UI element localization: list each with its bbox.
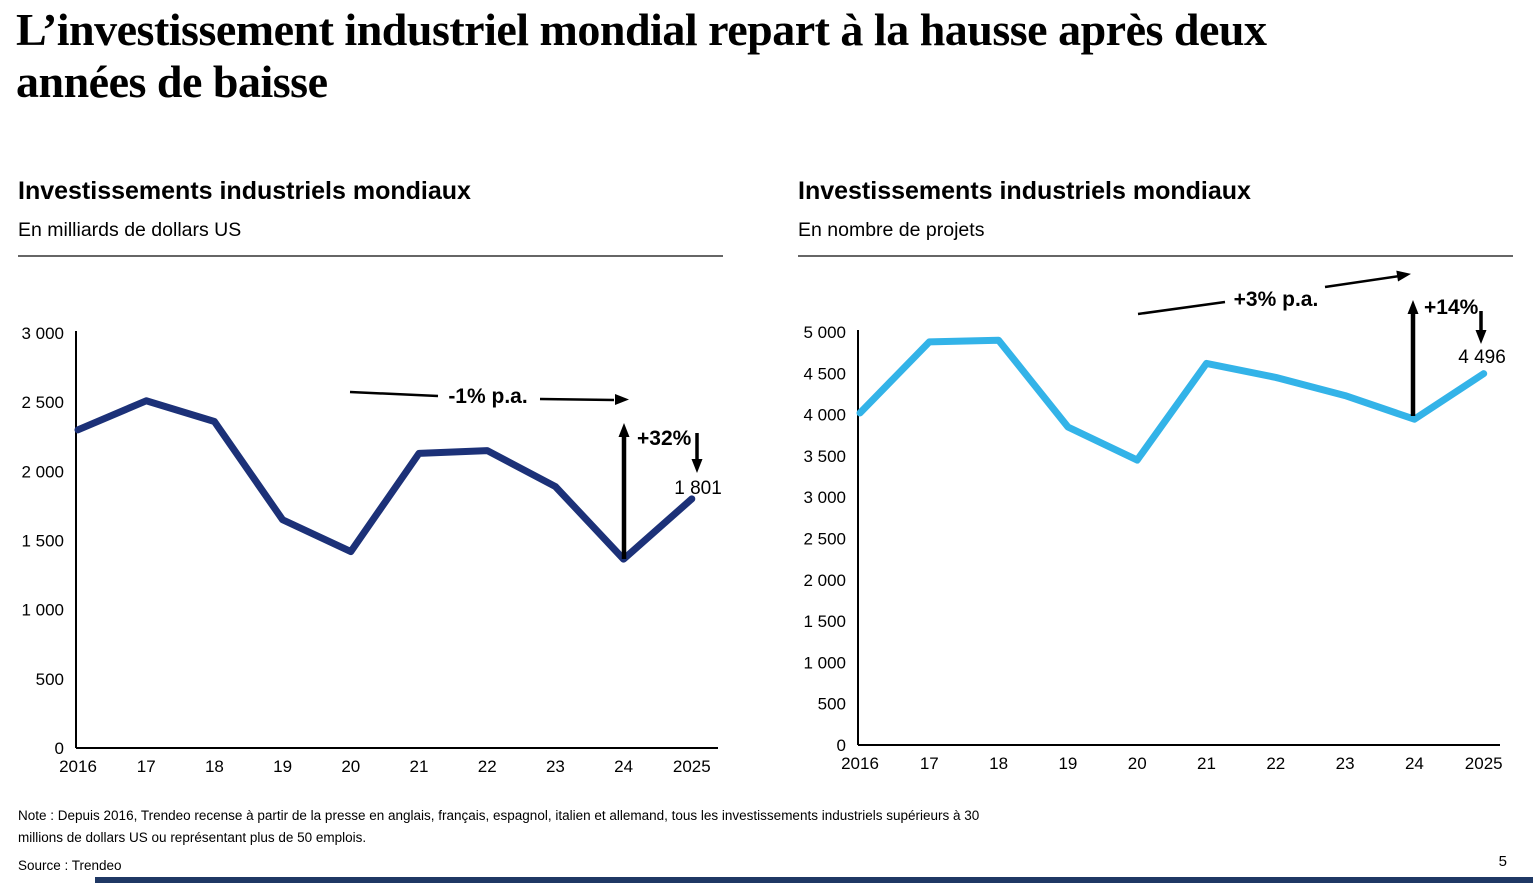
y-tick-label: 0 [837,736,846,755]
x-tick-label: 2016 [59,757,97,776]
y-tick-label: 1 000 [21,601,64,620]
growth-arrowhead [1407,300,1419,314]
end-value-label: 4 496 [1458,347,1506,368]
x-tick-label: 18 [989,754,1008,773]
trend-label: +3% p.a. [1234,288,1319,311]
chart-header-dollars: Investissements industriels mondiaux En … [18,177,733,257]
trend-arrow-segment [1137,300,1226,316]
x-tick-label: 2025 [673,757,711,776]
growth-label: +14% [1424,296,1479,319]
trend-arrowhead [1396,270,1411,282]
chart-title: Investissements industriels mondiaux [798,177,1251,205]
x-tick-label: 18 [205,757,224,776]
growth-arrowhead [618,423,630,437]
x-tick-label: 23 [1336,754,1355,773]
y-tick-label: 2 500 [803,530,846,549]
y-tick-label: 2 000 [21,462,64,481]
y-tick-label: 4 500 [803,364,846,383]
pointer-arrowhead [1475,330,1487,344]
trend-arrow-segment [349,390,439,398]
y-tick-label: 1 500 [803,612,846,631]
chart-dollars-canvas: 0 500 1 000 1 500 2 000 2 500 3 000 2016 17 18 19 2… [21,324,722,776]
page-title-line1: L’investissement industriel mondial repa… [16,4,1267,55]
trend-arrow-segment [539,397,615,402]
y-tick-label: 4 000 [803,406,846,425]
x-tick-label: 21 [410,757,429,776]
source-label: Source : Trendeo [18,858,122,873]
page-title-line2: années de baisse [16,55,328,107]
x-tick-label: 19 [1058,754,1077,773]
x-tick-label: 2025 [1465,754,1503,773]
data-line-series [74,397,696,563]
footer-accent-bar [95,877,1533,883]
y-tick-label: 1 000 [803,653,846,672]
divider [18,254,723,257]
chart-projects-canvas: 0 500 1 000 1 500 2 000 2 500 3 000 3 500 4 000 4… [803,270,1506,773]
footer-note: Note : Depuis 2016, Trendeo recense à pa… [18,808,980,845]
x-tick-label: 17 [920,754,939,773]
x-tick-label: 2016 [841,754,879,773]
page-title: L’investissement industriel mondial repa… [16,4,1506,108]
x-tick-label: 21 [1197,754,1216,773]
y-tick-label: 0 [55,739,64,758]
x-tick-label: 17 [137,757,156,776]
y-tick-label: 500 [818,695,846,714]
trend-arrow-segment [1324,274,1401,289]
y-tick-label: 3 000 [21,324,64,343]
chart-title: Investissements industriels mondiaux [18,177,471,205]
end-value-label: 1 801 [674,478,722,499]
x-tick-label: 24 [1405,754,1424,773]
x-tick-label: 20 [1128,754,1147,773]
y-tick-label: 2 500 [21,393,64,412]
data-line-series [856,336,1488,464]
growth-label: +32% [637,427,692,450]
pointer-arrowhead [691,459,703,473]
x-tick-label: 22 [478,757,497,776]
y-tick-label: 1 500 [21,532,64,551]
trend-arrowhead [615,394,629,405]
x-tick-label: 23 [546,757,565,776]
y-tick-label: 5 000 [803,323,846,342]
page-number: 5 [1498,853,1507,870]
trend-label: -1% p.a. [448,385,527,408]
y-tick-label: 2 000 [803,571,846,590]
x-tick-label: 24 [614,757,633,776]
x-tick-label: 20 [341,757,360,776]
x-tick-label: 22 [1266,754,1285,773]
y-tick-label: 500 [36,670,64,689]
chart-subtitle: En milliards de dollars US [18,218,242,241]
chart-subtitle: En nombre de projets [798,218,985,241]
x-tick-label: 19 [273,757,292,776]
divider [798,254,1513,257]
chart-header-projects: Investissements industriels mondiaux En … [798,177,1513,257]
y-tick-label: 3 500 [803,447,846,466]
y-tick-label: 3 000 [803,488,846,507]
